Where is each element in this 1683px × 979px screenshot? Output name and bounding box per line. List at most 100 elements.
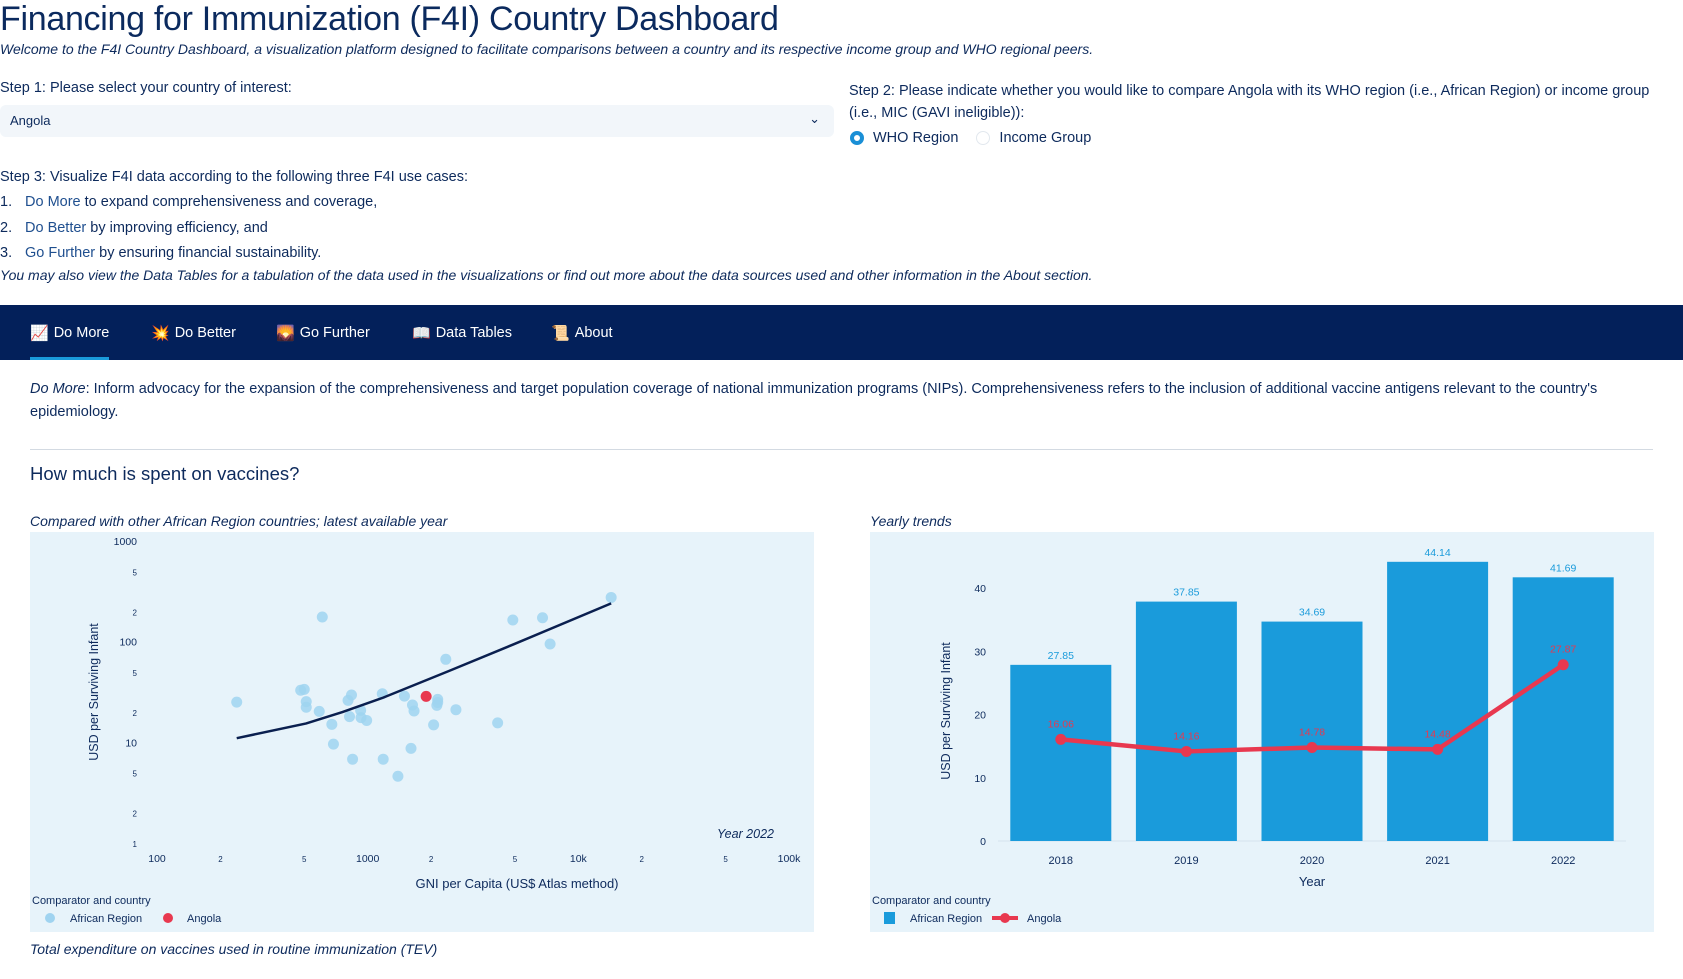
tab-do-better[interactable]: 💥 Do Better: [151, 305, 236, 360]
tab-label: Data Tables: [435, 324, 512, 341]
x-tick-label: 5: [513, 855, 518, 864]
tab-do-more[interactable]: 📈 Do More: [30, 305, 110, 360]
y-tick-label: 2: [133, 709, 138, 718]
use-case-item: 2. Do Better by improving efficiency, and: [0, 220, 268, 236]
radio-income-group[interactable]: [976, 131, 991, 145]
data-point-african-region: [605, 591, 617, 603]
open-book-icon: 📖: [412, 324, 431, 342]
line-point-angola: [1055, 733, 1067, 745]
item-number: 1.: [0, 194, 13, 210]
bar-chart-panel[interactable]: 0 10 20 30 40 2018 2019 2020 2021 2022 Year USD per…: [870, 532, 1654, 932]
data-point-african-region: [450, 704, 462, 716]
scatter-chart-panel[interactable]: 100 2 5 1000 2 5 10k 2 5 100k 1 2 5 10 2 5 100 2 5 1000 GNI …: [30, 532, 814, 932]
y-tick-label: 5: [133, 669, 138, 678]
bar-chart[interactable]: 0 10 20 30 40 2018 2019 2020 2021 2022 Year USD per…: [870, 532, 1654, 932]
tab-go-further[interactable]: 🌄 Go Further: [276, 305, 370, 360]
data-point-african-region: [347, 753, 359, 765]
step3-label: Step 3: Visualize F4I data according to …: [0, 169, 469, 185]
data-point-african-region: [327, 738, 339, 750]
data-point-african-region: [345, 689, 357, 701]
data-point-african-region: [313, 705, 325, 717]
item-text: by improving efficiency, and: [86, 220, 268, 236]
step1-label: Step 1: Please select your country of in…: [0, 80, 292, 96]
bar-african-region: [1010, 664, 1112, 841]
country-select-value: Angola: [10, 113, 51, 128]
scatter-caption: Compared with other African Region count…: [30, 513, 448, 529]
x-tick-label: 1000: [356, 853, 380, 865]
data-point-african-region: [507, 614, 519, 626]
x-tick-label: 2018: [1049, 855, 1073, 867]
y-tick-label: 10: [125, 737, 137, 749]
comparator-radio-group: WHO Region Income Group: [850, 130, 1091, 146]
x-axis-title: Year: [1299, 874, 1326, 889]
item-number: 3.: [0, 245, 13, 261]
y-tick-label: 30: [974, 646, 986, 658]
y-tick-label: 20: [974, 710, 986, 722]
x-tick-label: 2022: [1551, 855, 1575, 867]
do-better-link[interactable]: Do Better: [25, 220, 87, 236]
scatter-chart[interactable]: 100 2 5 1000 2 5 10k 2 5 100k 1 2 5 10 2 5 100 2 5 1000 GNI …: [30, 532, 814, 932]
tev-caption: Total expenditure on vaccines used in ro…: [30, 941, 438, 957]
line-data-label: 14.48: [1424, 728, 1450, 740]
tab-label: About: [574, 324, 613, 341]
tab-data-tables[interactable]: 📖 Data Tables: [412, 305, 512, 360]
legend-label-african-region: African Region: [70, 913, 142, 925]
legend-marker-angola: [1000, 913, 1010, 923]
x-tick-label: 2019: [1174, 855, 1198, 867]
data-point-african-region: [361, 714, 373, 726]
legend-label-angola: Angola: [1027, 913, 1062, 925]
y-tick-label: 2: [133, 608, 138, 617]
line-point-angola: [1432, 743, 1444, 755]
y-tick-label: 2: [133, 810, 138, 819]
y-axis-title: USD per Surviving Infant: [87, 623, 101, 761]
radio-who-region-label[interactable]: WHO Region: [873, 130, 959, 146]
bar-data-label: 34.69: [1299, 607, 1325, 619]
bar-data-label: 41.69: [1550, 562, 1576, 574]
data-point-african-region: [398, 690, 410, 702]
y-tick-label: 1000: [114, 536, 138, 548]
tab-label: Do More: [53, 324, 110, 341]
x-tick-label: 2: [640, 855, 645, 864]
line-point-angola: [1557, 659, 1569, 671]
tab-label: Go Further: [299, 324, 370, 341]
line-data-label: 14.16: [1173, 730, 1199, 742]
data-point-african-region: [492, 717, 504, 729]
radio-income-group-label[interactable]: Income Group: [999, 130, 1092, 146]
data-point-african-region: [544, 638, 556, 650]
scroll-icon: 📜: [551, 324, 570, 342]
bar-data-label: 37.85: [1173, 587, 1199, 599]
data-point-african-region: [326, 718, 338, 730]
chevron-down-icon[interactable]: ⌄: [809, 111, 820, 126]
x-tick-label: 10k: [570, 853, 588, 865]
bar-data-label: 27.85: [1048, 650, 1074, 662]
line-point-angola: [1180, 745, 1192, 757]
bar-african-region: [1387, 561, 1489, 841]
bar-african-region: [1512, 577, 1614, 841]
sunrise-icon: 🌄: [276, 324, 295, 342]
data-point-african-region: [431, 699, 443, 711]
item-text: by ensuring financial sustainability.: [95, 245, 322, 261]
y-tick-label: 5: [133, 568, 138, 577]
y-tick-label: 0: [980, 836, 986, 848]
tab-about[interactable]: 📜 About: [551, 305, 613, 360]
legend-title: Comparator and country: [32, 895, 151, 907]
bar-caption: Yearly trends: [870, 513, 952, 529]
legend-title: Comparator and country: [872, 895, 991, 907]
legend-label-african-region: African Region: [910, 913, 982, 925]
x-tick-label: 2021: [1425, 855, 1449, 867]
radio-who-region[interactable]: [850, 131, 864, 145]
section-heading: How much is spent on vaccines?: [30, 463, 300, 484]
data-point-african-region: [300, 701, 312, 713]
data-point-african-region: [344, 711, 356, 723]
go-further-link[interactable]: Go Further: [25, 245, 96, 261]
divider: [30, 449, 1653, 450]
x-tick-label: 2: [429, 855, 434, 864]
line-data-label: 27.87: [1550, 644, 1576, 656]
do-more-link[interactable]: Do More: [25, 194, 81, 210]
country-select[interactable]: Angola ⌄: [0, 105, 834, 137]
do-more-description: Do More: Inform advocacy for the expansi…: [30, 378, 1650, 424]
data-point-african-region: [377, 753, 389, 765]
x-tick-label: 5: [723, 855, 728, 864]
data-point-african-region: [537, 612, 549, 624]
tab-label: Do Better: [174, 324, 236, 341]
